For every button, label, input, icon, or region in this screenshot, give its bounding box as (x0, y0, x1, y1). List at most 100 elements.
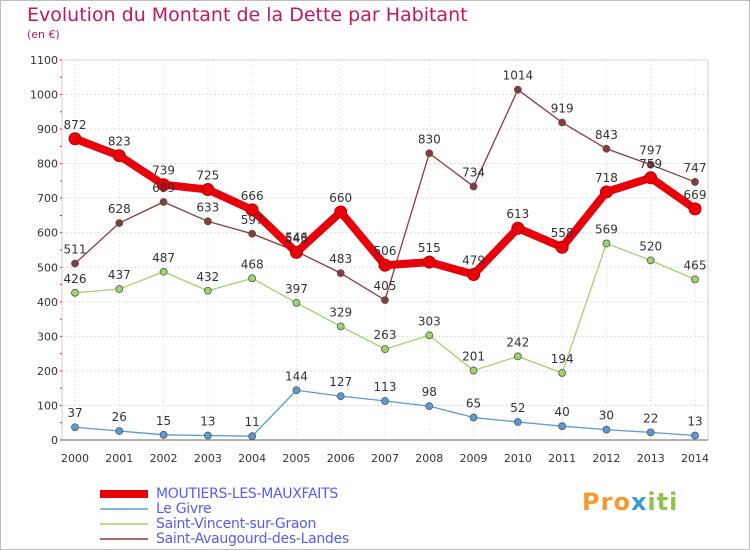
series-2-point-2013 (646, 256, 655, 265)
series-1-label-2001: 26 (112, 410, 127, 424)
series-3-label-2008: 830 (418, 132, 441, 146)
series-1-point-2007 (381, 397, 389, 405)
legend-swatch-moutiers (100, 489, 148, 498)
series-1-point-2012 (602, 425, 611, 434)
series-3-point-2002 (159, 198, 168, 206)
series-2-point-2005 (292, 298, 301, 307)
series-1-point-2000 (71, 423, 79, 432)
series-0-label-2006: 660 (329, 191, 352, 205)
y-tick-label-400: 400 (37, 296, 58, 309)
legend-item-moutiers: MOUTIERS-LES-MAUXFAITS (100, 486, 349, 502)
series-2-point-2001 (115, 285, 124, 293)
series-2-point-2008 (425, 331, 434, 340)
series-2-point-2011 (558, 369, 567, 377)
series-3-point-2012 (602, 144, 611, 153)
line-chart: 0 100 200 300 400 500 600 700 800 900 1000 1100 2000… (30, 54, 709, 465)
series-2-label-2011: 194 (551, 352, 574, 366)
x-tick-label-2001: 2001 (105, 452, 133, 465)
series-2-label-2013: 520 (639, 239, 662, 253)
series-0-label-2008: 515 (418, 241, 441, 255)
series-3-label-2001: 628 (108, 202, 131, 216)
series-3-label-2011: 919 (551, 102, 574, 116)
x-tick-label-2008: 2008 (415, 452, 443, 465)
series-1-label-2010: 52 (510, 401, 525, 415)
series-1-point-2005 (292, 386, 301, 395)
x-tick-label-2006: 2006 (327, 452, 355, 465)
series-0-point-2007 (378, 258, 392, 272)
series-2-label-2003: 432 (196, 270, 219, 284)
series-3-label-2002: 689 (152, 181, 175, 195)
series-3-label-2007: 405 (374, 279, 397, 293)
series-3-label-2005: 546 (285, 230, 308, 244)
x-tick-label-2003: 2003 (194, 452, 222, 465)
series-2-point-2006 (336, 322, 345, 331)
series-0-point-2006 (334, 205, 348, 219)
series-0-label-2001: 823 (108, 135, 131, 149)
series-2-point-2012 (602, 239, 611, 248)
series-2-label-2008: 303 (418, 314, 441, 328)
series-1-point-2003 (203, 431, 212, 440)
y-tick-label-0: 0 (51, 434, 58, 447)
series-2-point-2010 (513, 352, 522, 361)
series-1-label-2000: 37 (67, 406, 82, 420)
series-1-point-2013 (646, 428, 655, 437)
y-tick-label-500: 500 (37, 261, 58, 274)
series-3-label-2003: 633 (196, 200, 219, 214)
series-1-label-2003: 13 (200, 415, 215, 429)
series-2-label-2007: 263 (374, 328, 397, 342)
x-tick-label-2011: 2011 (548, 452, 576, 465)
y-tick-label-1100: 1100 (30, 54, 58, 67)
series-0-point-2004 (245, 203, 259, 217)
legend-item-saint-vincent: Saint-Vincent-sur-Graon (100, 516, 349, 532)
series-1-point-2009 (469, 413, 478, 422)
series-3-point-2004 (248, 229, 257, 238)
x-tick-label-2004: 2004 (238, 452, 266, 465)
series-3-label-2009: 734 (462, 165, 485, 179)
x-tick-label-2007: 2007 (371, 452, 399, 465)
series-3-point-2011 (558, 118, 567, 127)
series-2-label-2014: 465 (684, 258, 707, 272)
series-3-label-2006: 483 (329, 252, 352, 266)
series-3-label-2014: 747 (684, 161, 707, 175)
series-0-label-2014: 669 (684, 188, 707, 202)
legend-label-le-givre: Le Givre (156, 500, 212, 517)
series-2-point-2000 (71, 288, 79, 297)
series-0-point-2009 (467, 268, 481, 282)
series-3-point-2008 (425, 149, 434, 158)
series-3-label-2010: 1014 (503, 69, 534, 83)
series-0-point-2003 (201, 183, 215, 197)
series-3-label-2000: 511 (64, 242, 87, 256)
series-3-label-2012: 843 (595, 128, 618, 142)
series-1-label-2011: 40 (555, 405, 570, 419)
series-3-point-2003 (203, 217, 212, 226)
y-tick-label-700: 700 (37, 192, 58, 205)
x-tick-label-2014: 2014 (681, 452, 709, 465)
x-tick-label-2013: 2013 (637, 452, 665, 465)
series-3-label-2013: 797 (639, 144, 662, 158)
legend: MOUTIERS-LES-MAUXFAITS Le Givre Saint-Vi… (100, 486, 349, 547)
x-tick-label-2012: 2012 (592, 452, 620, 465)
series-2-label-2009: 201 (462, 350, 485, 364)
series-1-point-2010 (513, 418, 522, 426)
legend-item-le-givre: Le Givre (100, 500, 349, 517)
series-1-point-2008 (425, 402, 434, 411)
y-tick-label-800: 800 (37, 158, 58, 171)
series-3-point-2006 (336, 269, 345, 278)
series-1-point-2006 (336, 392, 345, 401)
series-2-point-2004 (248, 274, 257, 283)
series-3-point-2000 (71, 259, 79, 268)
series-1-point-2004 (248, 432, 257, 441)
series-3-point-2009 (469, 182, 478, 191)
legend-item-saint-avaugourd: Saint-Avaugourd-des-Landes (100, 531, 349, 547)
y-tick-label-300: 300 (37, 330, 58, 343)
series-2-label-2012: 569 (595, 222, 618, 236)
chart-unit: (en €) (27, 28, 60, 41)
series-2-point-2002 (159, 267, 168, 276)
series-0-point-2014 (688, 202, 702, 216)
series-0-label-2010: 613 (506, 207, 529, 221)
series-0-label-2013: 759 (639, 157, 662, 171)
series-0-point-2011 (555, 240, 569, 254)
legend-swatch-saint-vincent (100, 522, 148, 525)
series-2-label-2002: 487 (152, 251, 175, 265)
series-1-point-2001 (115, 427, 124, 435)
